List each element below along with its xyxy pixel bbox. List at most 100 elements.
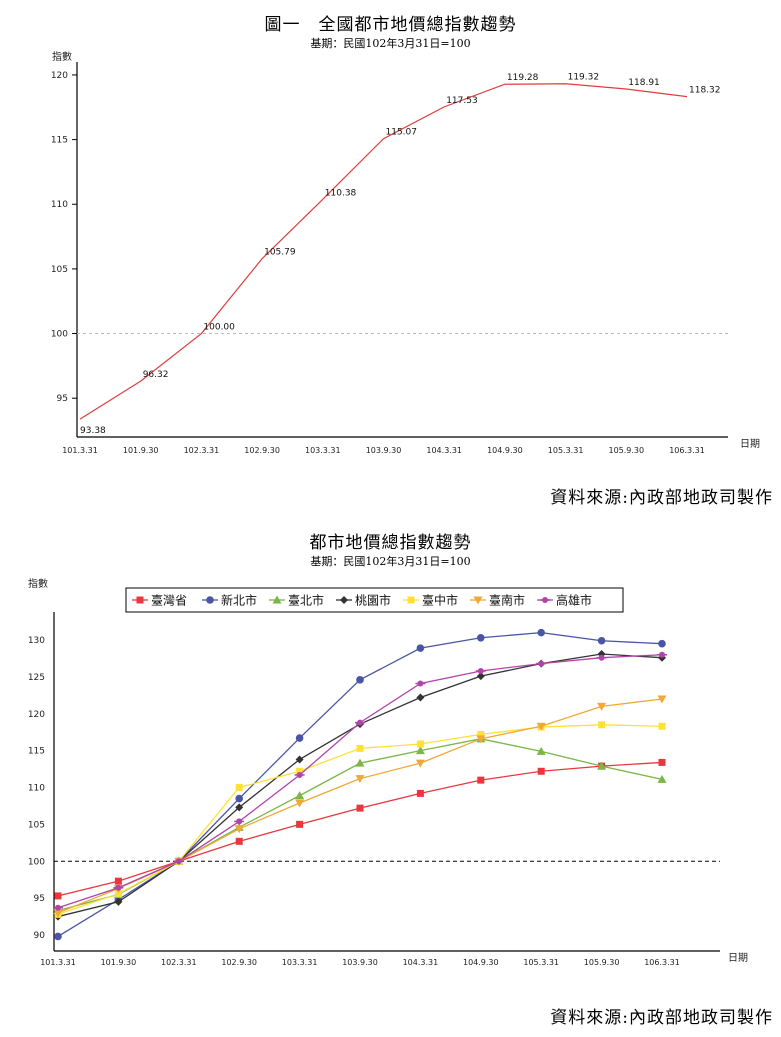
chart1-data-label: 118.91 bbox=[628, 78, 660, 88]
chart1-x-tick-label: 105.3.31 bbox=[548, 446, 584, 455]
chart2-series-point bbox=[235, 784, 243, 791]
chart2-y-tick-label: 100 bbox=[28, 857, 45, 867]
chart2-series-point bbox=[114, 890, 122, 898]
chart2-x-tick-label: 102.3.31 bbox=[161, 958, 197, 967]
chart2-series-point bbox=[658, 758, 666, 766]
chart1-data-label: 100.00 bbox=[203, 323, 235, 333]
chart1-y-tick-label: 115 bbox=[51, 136, 68, 146]
chart1-x-tick-label: 102.9.30 bbox=[244, 446, 280, 455]
chart2-series-point bbox=[296, 767, 304, 775]
chart1-y-tick-label: 120 bbox=[51, 71, 68, 81]
chart2-series-point bbox=[356, 804, 364, 812]
chart1-subtitle: 基期：民國102年3月31日=100 bbox=[310, 37, 471, 50]
chart2-series-point bbox=[54, 892, 62, 900]
chart1-x-tick-label: 101.9.30 bbox=[123, 446, 159, 455]
chart2-series-point bbox=[415, 759, 425, 768]
chart2-series-point bbox=[657, 774, 667, 783]
chart2-series-point bbox=[295, 799, 305, 808]
chart2-series-point bbox=[416, 693, 425, 702]
chart2-series-point bbox=[114, 877, 122, 885]
chart2-series-point bbox=[295, 755, 304, 764]
chart2-x-tick-label: 104.3.31 bbox=[403, 958, 439, 967]
chart2-x-tick-label: 104.9.30 bbox=[463, 958, 499, 967]
chart2-series-point bbox=[477, 730, 485, 738]
chart1-data-label: 119.32 bbox=[568, 73, 600, 83]
chart2-x-tick-label: 105.3.31 bbox=[523, 958, 559, 967]
chart1-x-tick-label: 104.3.31 bbox=[426, 446, 462, 455]
chart1-y-axis-label: 指數 bbox=[52, 50, 72, 63]
chart1-source: 資料來源:內政部地政司製作 bbox=[550, 488, 773, 508]
chart1-data-label: 118.32 bbox=[689, 86, 721, 96]
chart2-series-line bbox=[57, 724, 663, 915]
chart2-legend-label: 桃園市 bbox=[355, 593, 391, 608]
chart2-series-point bbox=[296, 820, 304, 828]
chart2-subtitle: 基期：民國102年3月31日=100 bbox=[310, 555, 471, 568]
chart2-series-point bbox=[235, 837, 243, 845]
chart2-series-point bbox=[295, 791, 305, 800]
chart2-legend-swatch bbox=[206, 596, 214, 604]
chart2-series-point bbox=[235, 803, 244, 812]
chart2-legend-label: 臺北市 bbox=[288, 593, 324, 608]
chart2-source: 資料來源:內政部地政司製作 bbox=[550, 1008, 773, 1028]
chart2-series-point bbox=[416, 740, 424, 748]
chart2-y-tick-label: 110 bbox=[28, 784, 45, 794]
chart2-series-point bbox=[597, 702, 607, 711]
chart1-x-tick-label: 106.3.31 bbox=[669, 446, 705, 455]
chart1-y-tick-label: 100 bbox=[51, 330, 68, 340]
chart2-series-point bbox=[536, 722, 546, 731]
chart1-x-tick-label: 102.3.31 bbox=[184, 446, 220, 455]
chart2-legend-label: 臺中市 bbox=[422, 593, 458, 608]
chart2-x-axis-label: 日期 bbox=[728, 952, 748, 964]
chart2-series-point bbox=[295, 734, 304, 742]
chart1-data-label: 119.28 bbox=[507, 73, 539, 83]
chart2-series-point bbox=[597, 761, 607, 770]
chart2-x-tick-label: 101.3.31 bbox=[40, 958, 76, 967]
chart2-series-point bbox=[477, 776, 485, 784]
chart2-series-point bbox=[476, 672, 485, 681]
chart2-x-tick-label: 106.3.31 bbox=[644, 958, 680, 967]
chart1-x-tick-label: 105.9.30 bbox=[608, 446, 644, 455]
chart2-series-point bbox=[54, 932, 62, 941]
chart2-legend-swatch bbox=[407, 596, 415, 604]
chart2-series-point bbox=[536, 746, 546, 755]
chart2-legend-label: 臺灣省 bbox=[151, 593, 187, 608]
chart2-y-tick-label: 95 bbox=[34, 894, 45, 904]
chart1-data-label: 93.38 bbox=[80, 426, 106, 436]
chart2-title: 都市地價總指數趨勢 bbox=[309, 533, 472, 553]
chart2-y-tick-label: 120 bbox=[28, 710, 45, 720]
chart2-series-point bbox=[537, 767, 545, 775]
chart2-series-point bbox=[235, 794, 243, 803]
chart1-plot: 指數 95 100 105 110 115 120 101.3.31 101.9.30 102.3… bbox=[51, 50, 760, 455]
chart2-series-point bbox=[658, 639, 666, 648]
chart2-y-tick-label: 125 bbox=[28, 673, 45, 683]
chart1-data-label: 110.38 bbox=[325, 188, 357, 198]
chart2-series-point bbox=[356, 744, 364, 752]
chart1-x-tick-label: 104.9.30 bbox=[487, 446, 523, 455]
chart2-series-point bbox=[355, 758, 365, 767]
chart1-y-tick-label: 95 bbox=[57, 394, 68, 404]
chart2-series-point bbox=[597, 636, 606, 645]
chart1-title: 圖一 全國都市地價總指數趨勢 bbox=[264, 15, 517, 35]
chart2-series-point bbox=[355, 775, 365, 784]
chart2-series-point bbox=[356, 676, 364, 684]
chart2-series-point bbox=[598, 721, 606, 729]
chart1-x-tick-label: 101.3.31 bbox=[62, 446, 98, 455]
chart2-x-tick-label: 102.9.30 bbox=[221, 958, 257, 967]
chart2-series-point bbox=[415, 746, 425, 755]
chart2-legend-swatch bbox=[272, 595, 282, 604]
chart2-y-tick-label: 130 bbox=[28, 636, 45, 646]
chart2-series-point bbox=[657, 695, 667, 704]
chart2-legend-label: 臺南市 bbox=[489, 593, 525, 608]
chart2-legend-label: 新北市 bbox=[221, 593, 257, 608]
chart1-y-tick-label: 105 bbox=[51, 265, 68, 275]
chart2-series-point bbox=[658, 722, 666, 730]
chart1-series-line bbox=[79, 83, 688, 420]
chart1-data-label: 117.53 bbox=[446, 96, 478, 106]
chart2-x-tick-label: 101.9.30 bbox=[101, 958, 137, 967]
chart1-data-label: 96.32 bbox=[143, 370, 169, 380]
chart2-y-tick-label: 90 bbox=[34, 931, 46, 941]
chart1-x-tick-label: 103.3.31 bbox=[305, 446, 341, 455]
chart2-legend-swatch bbox=[340, 596, 348, 604]
chart2-series-point bbox=[537, 628, 545, 637]
